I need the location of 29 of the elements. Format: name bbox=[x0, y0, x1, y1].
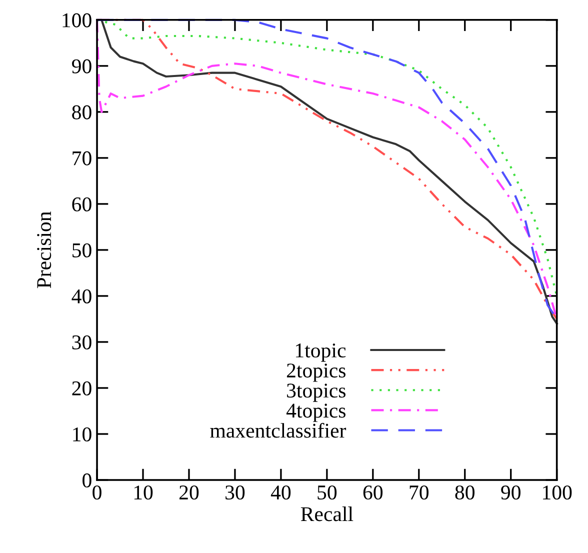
x-tick-label: 90 bbox=[501, 485, 520, 500]
x-tick-label: 30 bbox=[226, 485, 245, 500]
y-tick-label: 50 bbox=[72, 243, 92, 258]
x-axis-title: Recall bbox=[300, 506, 354, 522]
x-tick-label: 80 bbox=[455, 485, 474, 500]
x-tick-label: 20 bbox=[179, 485, 199, 500]
y-tick-label: 70 bbox=[72, 151, 92, 166]
x-tick-label: 50 bbox=[318, 485, 337, 500]
legend-label: 2topics bbox=[286, 364, 346, 382]
y-tick-label: 40 bbox=[72, 289, 92, 304]
x-tick-label: 70 bbox=[410, 485, 429, 500]
y-tick-label: 30 bbox=[72, 335, 92, 350]
y-tick-label: 0 bbox=[82, 473, 92, 488]
y-tick-label: 80 bbox=[72, 105, 92, 120]
y-tick-label: 20 bbox=[72, 381, 92, 396]
x-tick-label: 40 bbox=[270, 485, 291, 500]
x-tick-label: 0 bbox=[92, 485, 102, 500]
y-tick-label: 100 bbox=[62, 13, 92, 28]
x-tick-label: 10 bbox=[134, 485, 153, 500]
legend-label: 3topics bbox=[287, 384, 346, 402]
x-tick-label: 60 bbox=[363, 485, 383, 500]
x-tick-label: 100 bbox=[543, 485, 572, 500]
legend-label: 1topic bbox=[296, 344, 346, 362]
y-tick-label: 90 bbox=[72, 59, 92, 74]
y-axis-title: Precision bbox=[37, 212, 52, 288]
y-tick-label: 10 bbox=[73, 427, 92, 442]
legend-label: 4topics bbox=[286, 404, 346, 422]
y-tick-label: 60 bbox=[72, 197, 92, 212]
legend-label: maxentclassifier bbox=[210, 422, 346, 438]
